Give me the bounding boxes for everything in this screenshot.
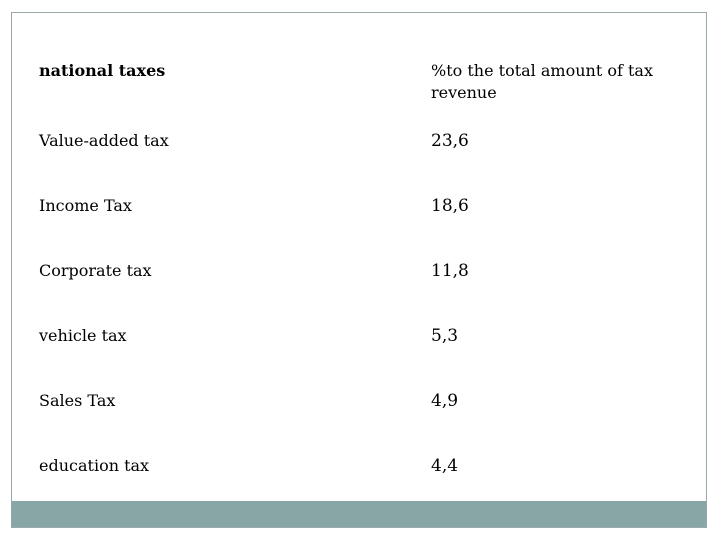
header-tax-share: %to the total amount of tax revenue [431, 61, 653, 102]
tax-share: 4,4 [431, 456, 459, 476]
tax-name: Corporate tax [39, 261, 152, 280]
tax-table: national taxes %to the total amount of t… [39, 60, 679, 520]
tax-name: vehicle tax [39, 326, 127, 345]
header-tax-name: national taxes [39, 61, 166, 80]
tax-name: Sales Tax [39, 391, 116, 410]
tax-name: Value-added tax [39, 131, 169, 150]
tax-share: 23,6 [431, 131, 469, 151]
table-row: Value-added tax 23,6 [39, 130, 679, 195]
tax-share: 18,6 [431, 196, 469, 216]
table-header-row: national taxes %to the total amount of t… [39, 60, 679, 130]
table-row: Corporate tax 11,8 [39, 260, 679, 325]
tax-share: 5,3 [431, 326, 459, 346]
slide-frame: national taxes %to the total amount of t… [11, 12, 707, 528]
tax-share: 4,9 [431, 391, 459, 411]
table-row: Sales Tax 4,9 [39, 390, 679, 455]
table-row: vehicle tax 5,3 [39, 325, 679, 390]
table-row: Income Tax 18,6 [39, 195, 679, 260]
tax-name: education tax [39, 456, 150, 475]
tax-name: Income Tax [39, 196, 132, 215]
footer-bar [12, 501, 706, 527]
table-row: education tax 4,4 [39, 455, 679, 520]
tax-share: 11,8 [431, 261, 469, 281]
